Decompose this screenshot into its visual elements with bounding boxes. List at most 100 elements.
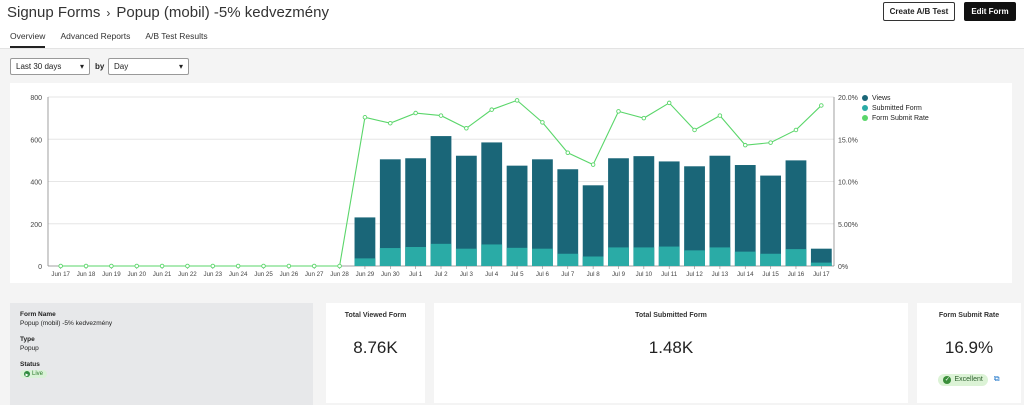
rate-point xyxy=(134,263,139,269)
x-tick-label: Jul 1 xyxy=(409,271,423,278)
bar-views xyxy=(760,175,782,266)
form-name-label: Form Name xyxy=(20,311,56,318)
combo-chart: 0 200 400 600 800 0% 5.00% 10.0% 15.0% 20.0% Jun 1… xyxy=(30,95,858,278)
legend-dot-icon xyxy=(862,95,868,101)
bar-submitted xyxy=(658,246,680,266)
bar-views xyxy=(608,158,629,266)
external-link-icon[interactable]: ⧉ xyxy=(993,374,1000,383)
bar-views xyxy=(405,158,427,266)
bar-views xyxy=(532,159,553,266)
bar-views xyxy=(506,165,528,266)
legend-item-submitted[interactable]: Submitted Form xyxy=(862,103,929,113)
bar-submitted xyxy=(557,253,579,266)
rating-badge-label: Excellent xyxy=(954,376,983,383)
rate-point xyxy=(438,113,444,118)
bar-views xyxy=(684,166,705,266)
y-tick-label: 0 xyxy=(38,264,42,271)
chevron-down-icon: ▾ xyxy=(178,62,183,71)
form-status-label: Status xyxy=(20,361,40,368)
bar-submitted xyxy=(532,248,553,266)
bar-views xyxy=(810,248,832,266)
x-tick-label: Jul 16 xyxy=(788,271,805,278)
chevron-down-icon: ▾ xyxy=(79,62,84,71)
bar-views xyxy=(557,169,579,266)
x-tick-label: Jul 2 xyxy=(434,271,448,278)
bar-submitted xyxy=(760,253,782,266)
x-tick-label: Jun 30 xyxy=(381,271,400,278)
submitted-stat-value: 1.48K xyxy=(648,338,694,357)
submitted-stat-title: Total Submitted Form xyxy=(635,312,707,319)
date-range-select[interactable]: Last 30 days ▾ xyxy=(10,58,90,75)
rate-stat-value: 16.9% xyxy=(944,338,994,357)
form-name-value: Popup (mobil) -5% kedvezmény xyxy=(20,320,113,327)
rate-point xyxy=(768,140,773,145)
bar-submitted xyxy=(481,244,503,266)
bar-submitted xyxy=(684,250,705,266)
x-tick-label: Jul 7 xyxy=(561,271,575,278)
viewed-stat-value: 8.76K xyxy=(353,338,398,357)
y-tick-label: 600 xyxy=(30,137,42,144)
tab-advanced-reports[interactable]: Advanced Reports xyxy=(60,31,131,41)
x-tick-label: Jun 29 xyxy=(356,271,375,278)
tab-ab-test-results[interactable]: A/B Test Results xyxy=(145,31,208,41)
edit-form-button[interactable]: Edit Form xyxy=(964,2,1016,21)
bar-submitted xyxy=(430,243,452,266)
x-tick-label: Jul 9 xyxy=(612,271,626,278)
date-range-value: Last 30 days xyxy=(16,62,62,71)
rate-point xyxy=(565,150,571,156)
tab-bar: Overview Advanced Reports A/B Test Resul… xyxy=(0,26,213,48)
breadcrumb: Signup Forms › Popup (mobil) -5% kedvezmén… xyxy=(7,4,329,21)
x-tick-label: Jul 17 xyxy=(813,271,830,278)
bar-views xyxy=(734,165,756,266)
rate-point xyxy=(641,115,647,121)
x-tick-label: Jun 25 xyxy=(254,271,273,278)
rate-point xyxy=(540,120,545,125)
legend-item-rate[interactable]: Form Submit Rate xyxy=(862,113,929,123)
x-tick-label: Jul 4 xyxy=(485,271,499,278)
x-tick-label: Jun 19 xyxy=(102,271,121,278)
bar-submitted xyxy=(379,248,401,266)
legend-item-views[interactable]: Views xyxy=(862,93,929,103)
x-tick-label: Jun 17 xyxy=(51,271,70,278)
y2-tick-label: 0% xyxy=(838,264,848,271)
play-icon: ▶ xyxy=(24,371,30,377)
tab-overview[interactable]: Overview xyxy=(10,26,46,48)
y-tick-label: 200 xyxy=(30,222,42,229)
bar-submitted xyxy=(405,246,427,266)
bar-submitted xyxy=(354,258,376,266)
granularity-select[interactable]: Day ▾ xyxy=(108,58,189,75)
rate-point xyxy=(159,263,165,269)
x-tick-label: Jul 8 xyxy=(587,271,601,278)
x-tick-label: Jun 22 xyxy=(178,271,197,278)
x-tick-label: Jul 6 xyxy=(536,271,550,278)
breadcrumb-root-link[interactable]: Signup Forms xyxy=(7,4,101,21)
rate-point xyxy=(210,263,216,269)
by-label: by xyxy=(95,62,105,71)
rating-badge: ✓ Excellent xyxy=(938,373,988,386)
x-tick-label: Jul 5 xyxy=(511,271,525,278)
rate-point xyxy=(286,263,292,269)
x-tick-label: Jun 24 xyxy=(229,271,248,278)
x-tick-label: Jun 27 xyxy=(305,271,324,278)
y-tick-label: 400 xyxy=(30,180,42,187)
rate-point xyxy=(464,126,469,131)
bar-submitted xyxy=(633,247,655,266)
x-tick-label: Jun 28 xyxy=(330,271,349,278)
rate-point xyxy=(793,127,799,133)
x-tick-label: Jul 12 xyxy=(686,271,703,278)
rate-point xyxy=(185,263,190,269)
status-value: Live xyxy=(32,371,44,377)
create-ab-test-button[interactable]: Create A/B Test xyxy=(883,2,955,21)
y2-tick-label: 15.0% xyxy=(838,137,858,144)
bar-submitted xyxy=(608,247,629,266)
rate-badge-row: ✓ Excellent ⧉ xyxy=(917,368,1021,386)
bar-views xyxy=(658,161,680,266)
x-tick-label: Jul 14 xyxy=(737,271,754,278)
form-type-label: Type xyxy=(20,336,35,343)
chart-legend: Views Submitted Form Form Submit Rate xyxy=(862,93,929,123)
legend-dot-icon xyxy=(862,115,868,121)
rate-point xyxy=(83,263,89,269)
y2-tick-label: 5.00% xyxy=(838,222,858,229)
rate-point xyxy=(109,263,114,269)
check-icon: ✓ xyxy=(943,375,952,384)
